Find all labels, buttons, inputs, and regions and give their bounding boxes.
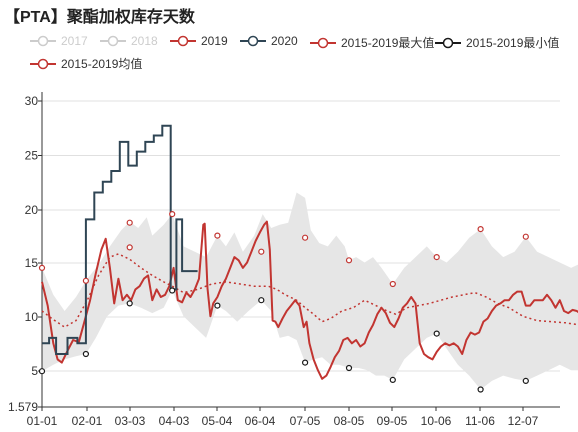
min-point: [38, 368, 46, 375]
max-point: [477, 226, 484, 233]
legend-label-2018: 2018: [131, 34, 158, 48]
legend-marker-min: [435, 37, 461, 48]
legend-label-2017: 2017: [61, 34, 88, 48]
y-tick-label: 15: [25, 256, 39, 270]
legend-item-2020[interactable]: 2020: [240, 34, 298, 48]
min-point: [522, 377, 529, 384]
x-tick-label: 09-05: [377, 414, 408, 428]
max-point: [126, 219, 133, 226]
min-point: [169, 287, 176, 294]
max-point: [169, 211, 176, 218]
min-point: [477, 386, 484, 393]
legend-marker-2017: [30, 35, 56, 47]
x-tick-label: 07-05: [290, 414, 321, 428]
y-tick-label: 20: [25, 203, 39, 217]
min-point: [82, 350, 90, 358]
max-point: [126, 244, 133, 251]
x-tick-label: 02-01: [72, 414, 103, 428]
x-tick-label: 06-04: [245, 414, 276, 428]
x-tick-label: 11-06: [465, 414, 495, 428]
x-tick-label: 03-03: [115, 414, 146, 428]
legend-item-2018[interactable]: 2018: [100, 34, 158, 48]
max-point: [433, 254, 440, 261]
legend-item-2017[interactable]: 2017: [30, 34, 88, 48]
x-tick-label: 04-03: [159, 414, 190, 428]
y-tick-label: 30: [25, 94, 39, 108]
series-2019-line: [41, 220, 578, 380]
max-point: [522, 233, 529, 240]
y-tick-label: 25: [25, 149, 39, 163]
legend-item-min[interactable]: 2015-2019最小值: [435, 34, 559, 51]
x-tick-label: 01-01: [27, 414, 58, 428]
legend-marker-2020: [240, 35, 266, 47]
legend-label-2020: 2020: [271, 34, 298, 48]
min-point: [389, 376, 396, 383]
legend-label-min: 2015-2019最小值: [466, 36, 560, 50]
min-point: [345, 364, 353, 372]
max-point: [345, 257, 353, 264]
legend-marker-max: [310, 37, 336, 48]
min-point: [302, 359, 309, 366]
max-point: [38, 264, 46, 271]
chart-title: 【PTA】聚酯加权库存天数: [4, 9, 195, 26]
max-point: [258, 248, 265, 255]
x-tick-label: 10-06: [421, 414, 452, 428]
legend-item-avg[interactable]: 2015-2019均值: [30, 55, 142, 72]
x-tick-label: 08-05: [334, 414, 365, 428]
minmax-range-band: [42, 192, 578, 390]
legend-marker-avg: [30, 58, 56, 69]
max-point: [389, 280, 396, 288]
y-tick-label: 10: [25, 310, 39, 324]
legend-marker-2018: [100, 35, 126, 47]
legend-label-2019: 2019: [201, 34, 228, 48]
x-tick-label: 12-07: [508, 414, 539, 428]
max-point: [302, 234, 309, 241]
x-tick-label: 05-04: [202, 414, 233, 428]
legend-item-2019[interactable]: 2019: [170, 34, 228, 48]
legend-label-max: 2015-2019最大值: [341, 36, 435, 50]
max-point: [214, 232, 221, 239]
min-point: [258, 297, 265, 304]
series-2020-line: [42, 124, 198, 355]
min-point: [126, 300, 133, 307]
y-tick-label: 1.579: [8, 400, 38, 414]
max-point: [82, 277, 90, 284]
min-point: [214, 302, 221, 309]
legend-marker-2019: [170, 35, 196, 47]
legend-label-avg: 2015-2019均值: [61, 57, 143, 71]
y-tick-label: 5: [31, 364, 38, 378]
legend-item-max[interactable]: 2015-2019最大值: [310, 34, 434, 51]
min-point: [433, 330, 440, 337]
